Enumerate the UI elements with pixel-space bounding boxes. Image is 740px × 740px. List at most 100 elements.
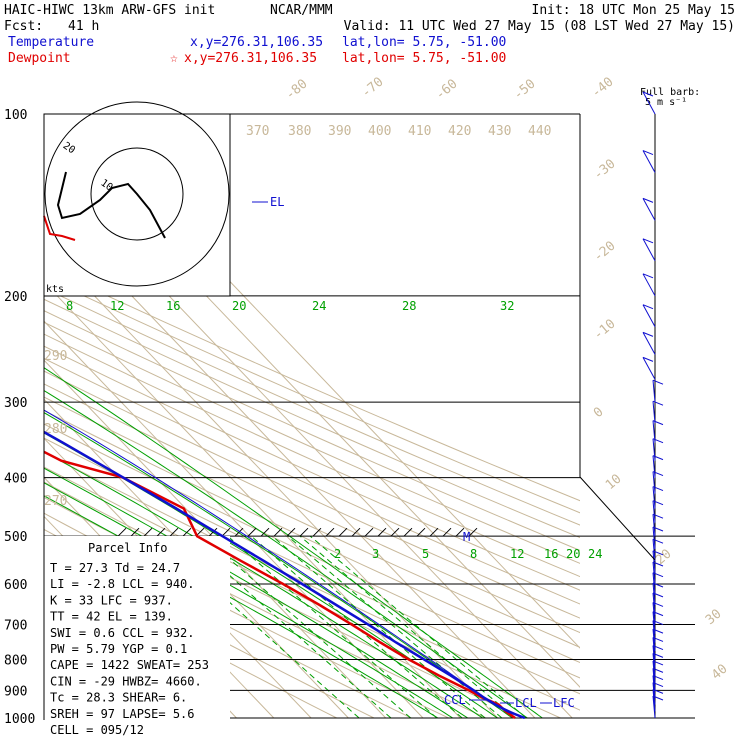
wind-barb-staff [642,150,656,173]
isotherm-label: -80 [283,76,311,103]
theta-label: 400 [368,124,391,139]
theta-label: 270 [44,494,67,509]
freezing-level-hatch [351,527,361,537]
dry-adiabat [44,451,580,711]
barb-legend-title: Full barb: [640,87,700,98]
wind-barb [642,238,656,262]
dry-adiabat [44,287,580,526]
wind-barb [652,438,664,461]
fcst-value: 41 h [68,19,99,34]
wind-barb-flag [652,526,664,532]
hodograph: 10 20 kts [43,101,231,297]
wind-barb [652,550,664,573]
dry-adiabat [44,383,580,634]
wind-barb-flag [642,304,654,310]
moist-adiabat-label: 32 [500,299,514,313]
freezing-level-hatch [273,527,283,537]
isotherm-label: 10 [603,472,625,494]
wind-barb [652,500,664,523]
wind-barb-staff [642,273,656,297]
freezing-level-hatch [169,527,179,537]
model-label: HAIC-HIWC 13km ARW-GFS init [4,3,215,18]
freezing-level-hatch [325,527,335,537]
temperature-legend: Temperature [8,35,94,50]
dry-adiabat [44,409,580,664]
pressure-tick-label: 1000 [4,712,35,727]
wind-barb [652,455,664,478]
parcel-info-row: TT = 42 EL = 139. [50,610,173,624]
wind-barb-staff [652,514,656,537]
theta-label: 430 [488,124,511,139]
theta-label: 390 [328,124,351,139]
wind-barb-staff [652,668,656,691]
freezing-level-hatch [286,527,296,537]
moist-adiabat-label: 16 [166,299,180,313]
wind-barb-flag [652,667,664,673]
lfc-label: LFC [553,696,575,710]
freezing-level-hatch [182,527,192,537]
freezing-level-hatch [390,527,400,537]
wind-barb-staff [642,332,656,355]
isotherm-label: -60 [433,76,461,103]
temperature-latlon: lat,lon= 5.75, -51.00 [342,35,506,50]
dry-adiabat [44,276,580,514]
wind-barb-flag [652,660,664,666]
freezing-level-hatch [299,527,309,537]
pressure-tick-label: 200 [4,290,27,305]
wind-barb-staff [652,620,656,643]
isotherm-line [44,359,387,719]
wind-barb [652,526,664,550]
wind-barb-flag [652,420,664,426]
freezing-level-hatch [247,527,257,537]
wind-barb [642,91,656,115]
moist-adiabat-label: 28 [402,299,416,313]
wind-barb-staff [652,689,656,712]
parcel-info-row: LI = -2.8 LCL = 940. [50,577,195,591]
wind-barb-staff [652,592,656,615]
freezing-level-hatch [130,527,140,537]
wind-barb-staff [652,500,656,523]
wind-barb-staff [652,526,656,550]
pressure-tick-label: 300 [4,396,27,411]
parcel-trace [44,409,526,719]
freezing-level-hatch [143,527,153,537]
wind-barb-flag [652,538,664,544]
hodograph-box [43,113,231,297]
pressure-tick-label: 700 [4,618,27,633]
dry-adiabat [44,370,580,619]
barb-legend-unit: 5 m s⁻¹ [645,97,687,108]
isotherm-label: -40 [589,74,617,101]
parcel-info-row: T = 27.3 Td = 24.7 [50,561,180,575]
dry-adiabat [44,562,337,719]
parcel-info-panel: Parcel Info T = 27.3 Td = 24.7 LI = -2.8 … [44,536,230,737]
wind-barb-flag [642,150,654,155]
wind-barb-staff [652,550,656,573]
freezing-level-hatch [429,527,439,537]
dry-adiabat [44,396,580,648]
wind-barb [642,273,656,297]
level-annotations: EL M CCL LCL LFC [252,195,575,710]
wind-barb-flag [642,273,654,279]
wind-barb-staff [642,198,656,221]
dewpoint-star-icon: ☆ [170,51,178,66]
wind-barb [652,688,664,712]
dry-adiabat [44,333,580,578]
freezing-level-hatch [208,527,218,537]
wind-barb [642,197,656,221]
center-label: NCAR/MMM [270,3,333,18]
wind-barb-staff [652,438,656,461]
wind-barb-flag [652,675,664,681]
hodograph-trace [56,171,166,239]
freezing-level-hatch [442,527,452,537]
wind-barb-staff [652,695,656,719]
dewpoint-latlon: lat,lon= 5.75, -51.00 [342,51,506,66]
parcel-info-title: Parcel Info [88,541,167,555]
wind-barb [652,660,664,684]
wind-barb-staff [652,682,656,705]
wind-barb-staff [652,486,656,509]
wind-barb [652,513,664,537]
theta-label: 420 [448,124,471,139]
hodograph-ring-inner [90,147,184,241]
wind-barb-flag [652,601,664,607]
dry-adiabat [44,298,580,539]
